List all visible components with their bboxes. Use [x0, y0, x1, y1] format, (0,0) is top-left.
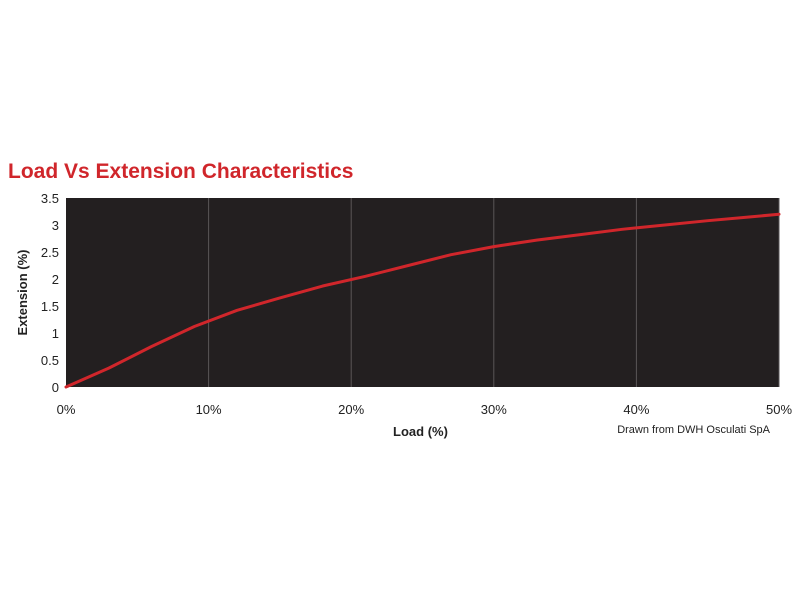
- x-tick-label: 50%: [766, 402, 792, 417]
- y-tick-label: 0.5: [41, 353, 59, 368]
- y-tick-label: 0: [52, 380, 59, 395]
- y-tick-label: 1: [52, 326, 59, 341]
- x-tick-label: 40%: [623, 402, 649, 417]
- grid-lines: [208, 198, 780, 387]
- extension-curve: [64, 212, 781, 389]
- x-tick-label: 30%: [481, 402, 507, 417]
- x-axis-tick-labels: 0% 10% 20% 30% 40% 50%: [57, 402, 793, 417]
- y-tick-label: 3.5: [41, 191, 59, 206]
- x-tick-label: 10%: [196, 402, 222, 417]
- plot-area: [66, 198, 779, 387]
- y-tick-label: 3: [52, 218, 59, 233]
- y-tick-label: 2.5: [41, 245, 59, 260]
- chart-title: Load Vs Extension Characteristics: [8, 160, 354, 183]
- y-tick-label: 1.5: [41, 299, 59, 314]
- x-tick-label: 20%: [338, 402, 364, 417]
- x-axis-label: Load (%): [393, 424, 448, 439]
- y-tick-label: 2: [52, 272, 59, 287]
- y-axis-label: Extension (%): [15, 250, 30, 336]
- source-credit: Drawn from DWH Osculati SpA: [617, 424, 770, 436]
- x-tick-label: 0%: [57, 402, 76, 417]
- y-axis-tick-labels: 0 0.5 1 1.5 2 2.5 3 3.5: [41, 191, 59, 395]
